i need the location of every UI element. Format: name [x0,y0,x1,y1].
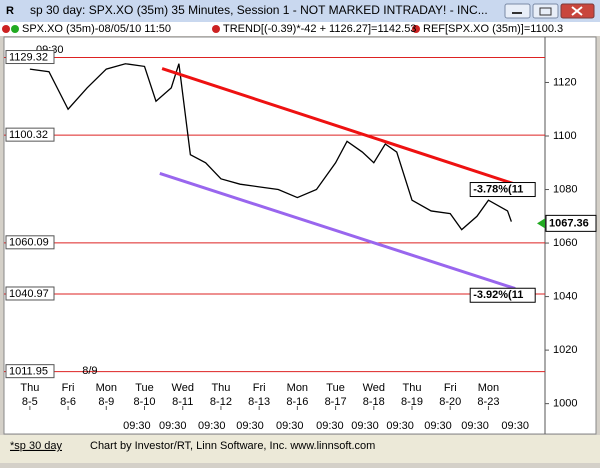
x-tick-label: Fri [444,382,457,394]
legend-text: REF[SPX.XO (35m)]=1100.3 [423,23,563,35]
level-label: 1060.09 [9,237,49,249]
x-tick-label: 8-18 [363,396,385,408]
time-tick-label: 09:30 [351,420,379,432]
x-tick-label: 8-20 [439,396,461,408]
x-tick-label: 8-9 [98,396,114,408]
last-price-arrow [537,218,545,229]
x-tick-label: 8-13 [248,396,270,408]
time-tick-label: 09:30 [198,420,226,432]
legend-text: SPX.XO (35m)-08/05/10 11:50 [22,23,171,35]
app-icon: R [6,5,14,17]
x-tick-label: Thu [211,382,230,394]
x-tick-label: 8/9 [82,365,97,377]
x-tick-label: Fri [253,382,266,394]
trend-line [159,172,516,290]
x-tick-label: Tue [326,382,345,394]
level-label-box [5,286,55,301]
x-tick-label: 8-10 [133,396,155,408]
x-tick-label: 8-17 [325,396,347,408]
time-tick-label: 09:30 [316,420,344,432]
x-tick-label: 8-5 [22,396,38,408]
maximize-button[interactable] [532,3,559,19]
y-tick-label: 1100 [553,130,577,142]
level-label-box [5,50,55,65]
legend-text: TREND[(-0.39)*-42 + 1126.27]=1142.53 [223,23,416,35]
x-tick-label: Mon [96,382,117,394]
y-tick-label: 1120 [553,76,577,88]
level-label: 1129.32 [9,51,48,63]
level-label-box [5,235,55,250]
x-tick-label: 8-19 [401,396,423,408]
y-tick-label: 1040 [553,290,577,302]
x-tick-label: 8-11 [172,396,193,408]
time-tick-label: 09:30 [236,420,264,432]
x-tick-label: Fri [62,382,75,394]
maximize-glyph [539,7,552,16]
status-bar [0,435,600,463]
level-label: 1100.32 [9,129,48,141]
level-label: 1011.95 [9,366,48,378]
title-bar [0,0,600,22]
legend-dot[interactable] [2,25,10,33]
close-glyph [571,6,583,16]
level-label-box [5,364,55,379]
x-tick-label: 8-16 [286,396,308,408]
annotation-box [469,287,536,303]
time-tick-label: 09:30 [461,420,489,432]
y-tick-label: 1000 [553,398,577,410]
x-tick-label: 8-12 [210,396,232,408]
annotation: -3.92%(11 [473,289,523,301]
last-price-label: 1067.36 [549,217,589,229]
legend-dot[interactable] [11,25,19,33]
status-text: Chart by Investor/RT, Linn Software, Inc… [90,440,375,452]
price-line [29,63,512,231]
time-tick-label: 09:30 [159,420,187,432]
legend-bar [0,22,600,36]
trend-line [161,67,516,186]
x-tick-label: Wed [363,382,385,394]
time-tick-label: 09:30 [386,420,414,432]
legend-dot[interactable] [412,25,420,33]
time-tick-label: 09:30 [276,420,304,432]
annotation-box [469,182,536,198]
x-tick-label: Wed [172,382,194,394]
window-title: sp 30 day: SPX.XO (35m) 35 Minutes, Sess… [30,3,488,17]
tab[interactable]: *sp 30 day [10,440,62,452]
level-label-box [5,127,55,142]
chart-area [3,36,597,435]
level-label: 1040.97 [9,288,49,300]
x-tick-label: Thu [20,382,39,394]
plot: 09:30 1000 1020 1040 1060 1080 1100 1120 1129.32… [4,44,597,432]
minimize-button[interactable] [504,3,531,19]
x-tick-label: Thu [403,382,422,394]
y-tick-label: 1080 [553,183,577,195]
y-tick-label: 1060 [553,237,577,249]
x-tick-label: Mon [478,382,499,394]
x-tick-label: Tue [135,382,154,394]
last-price-box [545,214,597,232]
annotation: -3.78%(11 [473,183,523,195]
x-tick-label: Mon [287,382,308,394]
time-tick-label: 09:30 [424,420,452,432]
legend-dot[interactable] [212,25,220,33]
x-tick-label: 8-23 [477,396,499,408]
time-tick-label: 09:30 [123,420,151,432]
time-tick-label: 09:30 [501,420,529,432]
x-tick-label: 8-6 [60,396,76,408]
y-tick-label: 1020 [553,344,577,356]
